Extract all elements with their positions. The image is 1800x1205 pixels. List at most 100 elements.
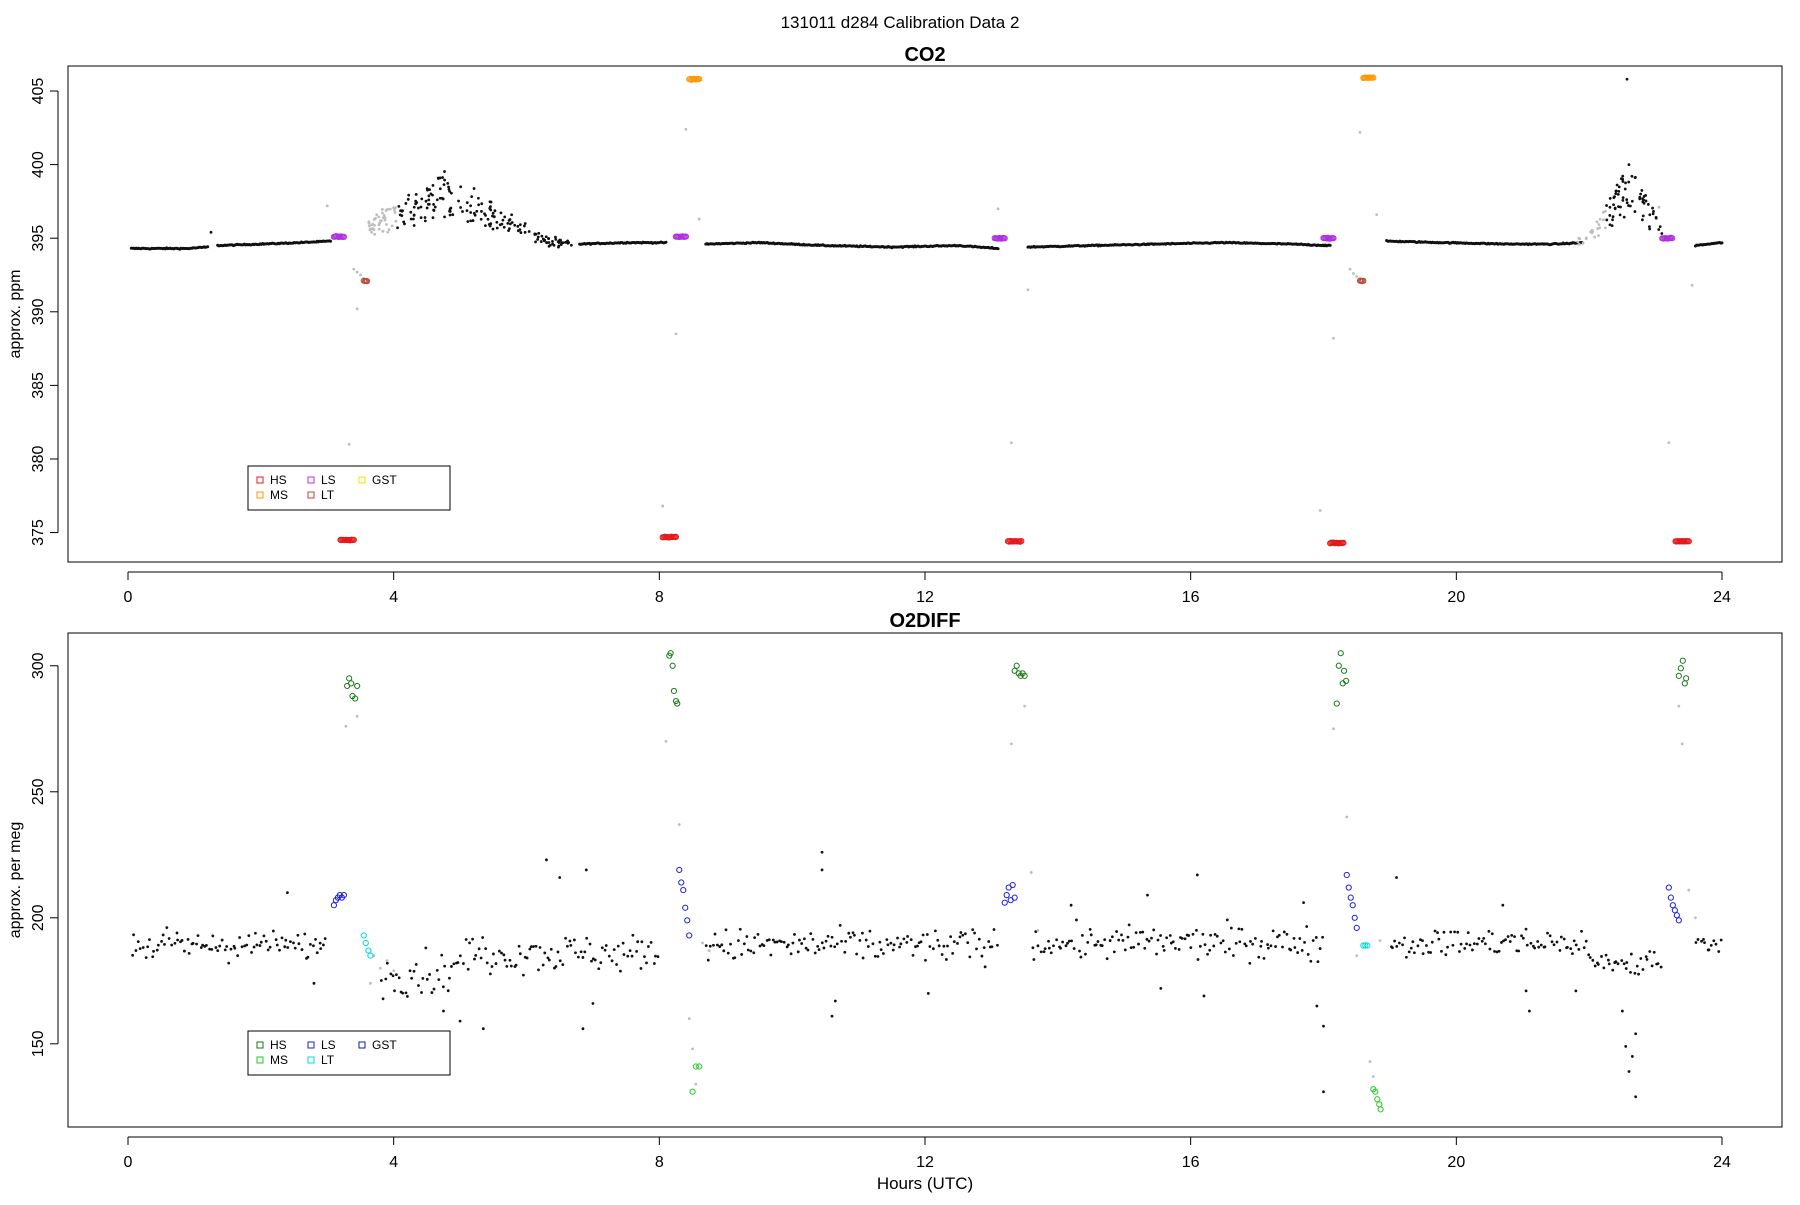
o2-outlier-point: [1322, 1090, 1325, 1094]
co2-excursion-point: [489, 200, 493, 204]
o2-sample-point: [208, 947, 212, 951]
co2-calibration-ls-point: [682, 233, 690, 240]
o2-sample-point: [1569, 947, 1573, 951]
o2-sample-point: [733, 956, 737, 960]
o2-sample-point: [1043, 947, 1047, 951]
co2-excursion-point: [475, 209, 479, 213]
co2-excursion-point: [498, 223, 502, 227]
o2-outlier-point: [830, 1014, 834, 1018]
o2-sample-point: [410, 976, 414, 980]
o2-sample-point: [1421, 952, 1425, 956]
o2-sample-point: [1203, 943, 1207, 947]
o2-sample-point: [1451, 943, 1455, 947]
o2-sample-point: [1321, 935, 1325, 939]
o2-sample-point: [876, 955, 880, 958]
co2-excursion-point: [427, 194, 431, 198]
o2-sample-point: [622, 953, 626, 956]
o2-calibration-lt-point: [360, 932, 367, 939]
co2-excursion-point: [484, 224, 487, 228]
o2-sample-point: [284, 938, 288, 942]
co2-excursion-point: [449, 206, 453, 210]
co2-excursion-point: [423, 216, 427, 219]
o2-sample-point: [1240, 927, 1244, 931]
o2-sample-point: [1143, 946, 1147, 950]
o2-sample-point: [186, 937, 190, 941]
o2-sample-point: [522, 973, 525, 977]
o2-sample-point: [579, 950, 583, 954]
co2-excursion-point: [384, 223, 388, 226]
o2-sample-point: [1459, 942, 1463, 946]
o2-sample-point: [318, 941, 322, 945]
o2-flagged-point: [1345, 815, 1349, 819]
o2-sample-point: [1115, 930, 1119, 933]
o2-sample-point: [474, 954, 478, 957]
o2diff-y-tick-label: 250: [30, 778, 47, 805]
o2-sample-point: [612, 948, 616, 952]
o2-flagged-point: [369, 981, 372, 985]
o2-sample-point: [314, 938, 317, 941]
o2-sample-point: [1066, 941, 1069, 945]
co2-excursion-point: [433, 205, 437, 209]
co2-x-tick-label: 8: [655, 589, 664, 606]
o2-sample-point: [1201, 932, 1205, 936]
o2-sample-point: [753, 936, 757, 940]
o2-sample-point: [1244, 944, 1248, 948]
o2-sample-point: [1229, 926, 1233, 930]
o2-sample-point: [708, 944, 712, 948]
o2-sample-point: [829, 944, 833, 948]
o2-sample-point: [858, 938, 862, 942]
o2-sample-point: [1652, 950, 1656, 954]
o2diff-legend-box: [247, 1030, 451, 1076]
o2-sample-point: [1187, 934, 1191, 937]
o2-sample-point: [1533, 946, 1537, 950]
co2-excursion-point: [432, 203, 435, 206]
co2-excursion-point: [489, 222, 493, 226]
co2-excursion-point: [1618, 213, 1622, 217]
o2diff-x-tick-label: 12: [916, 1154, 934, 1171]
o2-sample-point: [878, 940, 882, 944]
o2-sample-point: [528, 947, 532, 951]
o2-sample-point: [1645, 958, 1649, 961]
o2-sample-point: [840, 939, 843, 943]
co2-excursion-point: [1598, 217, 1602, 221]
co2-excursion-point: [448, 213, 452, 217]
o2-sample-point: [210, 948, 214, 951]
co2-flagged-point: [684, 127, 688, 131]
o2-outlier-point: [1315, 1004, 1319, 1008]
o2-sample-point: [175, 931, 179, 935]
o2-sample-point: [216, 949, 220, 953]
co2-excursion-point: [386, 230, 390, 234]
o2-sample-point: [1072, 947, 1076, 950]
o2-sample-point: [1138, 931, 1142, 934]
co2-excursion-point: [1621, 199, 1625, 202]
co2-excursion-point: [516, 224, 520, 228]
co2-excursion-point: [510, 213, 514, 217]
o2-sample-point: [289, 940, 292, 944]
o2-calibration-hs-point: [674, 700, 681, 707]
o2-calibration-hs-point: [354, 682, 361, 690]
co2-excursion-point: [438, 176, 442, 180]
co2-legend-swatch-lt: [307, 491, 315, 499]
o2-sample-point: [144, 956, 148, 960]
o2-sample-point: [597, 967, 601, 971]
o2-outlier-point: [1195, 873, 1199, 877]
o2-flagged-point: [691, 1047, 694, 1051]
co2-excursion-point: [431, 184, 435, 187]
co2-excursion-point: [1622, 215, 1626, 219]
o2-calibration-ls-point: [1349, 902, 1356, 909]
o2-sample-point: [1393, 939, 1397, 943]
o2-sample-point: [485, 961, 489, 965]
o2-sample-point: [628, 949, 632, 953]
co2-excursion-point: [508, 227, 511, 230]
co2-calibration-hs-point: [1685, 538, 1692, 545]
co2-excursion-point: [1624, 181, 1627, 185]
o2-sample-point: [425, 977, 429, 981]
o2-sample-point: [384, 977, 388, 981]
o2-sample-point: [1254, 936, 1257, 940]
co2-spike-point: [1625, 77, 1629, 81]
o2-sample-point: [538, 946, 542, 949]
o2-sample-point: [1572, 939, 1576, 943]
co2-excursion-point: [1612, 203, 1615, 207]
co2-excursion-point: [423, 219, 427, 223]
